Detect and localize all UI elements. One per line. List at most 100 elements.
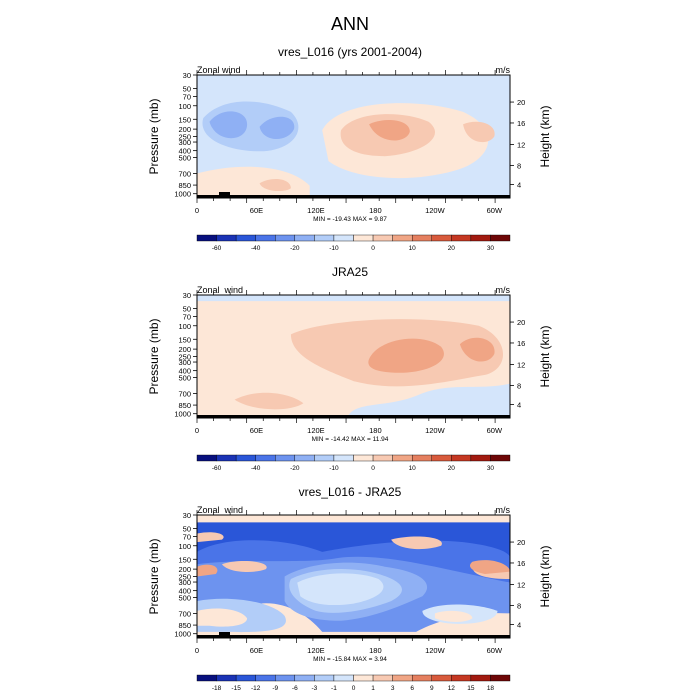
- height-tick-label: 20: [517, 538, 525, 547]
- colorbar-swatch: [314, 234, 335, 242]
- lon-tick-label: 60E: [250, 206, 263, 215]
- colorbar-swatch: [372, 234, 393, 242]
- min-max-stats: MIN = -19.43 MAX = 9.87: [313, 216, 387, 223]
- variable-label: Zonal_wind: [197, 505, 243, 515]
- y-axis-right-label: Height (km): [538, 325, 552, 387]
- pressure-tick-label: 70: [183, 313, 191, 322]
- colorbar-label: 9: [430, 685, 434, 692]
- colorbar-swatch: [275, 234, 296, 242]
- colorbar-swatch: [196, 234, 217, 242]
- colorbar-label: -60: [212, 245, 222, 252]
- colorbar-label: 10: [409, 465, 417, 472]
- colorbar-swatch: [451, 454, 472, 462]
- pressure-tick-label: 850: [178, 621, 191, 630]
- lon-tick-label: 0: [195, 206, 199, 215]
- lon-tick-label: 120W: [425, 426, 446, 435]
- colorbar-label: 20: [448, 245, 456, 252]
- units-label: m/s: [496, 505, 511, 515]
- colorbar-label: -1: [331, 685, 337, 692]
- colorbar-label: -18: [212, 685, 222, 692]
- pressure-tick-label: 200: [178, 125, 191, 134]
- units-label: m/s: [496, 285, 511, 295]
- colorbar-swatch: [196, 454, 217, 462]
- pressure-tick-label: 250: [178, 133, 191, 142]
- pressure-tick-label: 150: [178, 115, 191, 124]
- pressure-tick-label: 150: [178, 555, 191, 564]
- terrain-block: [219, 192, 230, 198]
- pressure-tick-label: 700: [178, 609, 191, 618]
- min-max-stats: MIN = -15.84 MAX = 3.94: [313, 656, 387, 663]
- height-tick-label: 12: [517, 580, 525, 589]
- height-tick-label: 4: [517, 180, 521, 189]
- lon-tick-label: 60W: [487, 426, 503, 435]
- colorbar-label: -9: [272, 685, 278, 692]
- variable-label: Zonal_wind: [197, 285, 243, 295]
- colorbar-swatch: [392, 234, 413, 242]
- pressure-tick-label: 400: [178, 587, 191, 596]
- pressure-tick-label: 300: [178, 138, 191, 147]
- pressure-tick-label: 400: [178, 367, 191, 376]
- pressure-tick-label: 250: [178, 573, 191, 582]
- height-tick-label: 12: [517, 140, 525, 149]
- colorbar-swatch: [411, 454, 432, 462]
- contour-region: [197, 560, 510, 577]
- colorbar-swatch: [255, 234, 276, 242]
- colorbar-swatch: [333, 234, 354, 242]
- y-axis-left-label: Pressure (mb): [147, 98, 161, 174]
- height-tick-label: 20: [517, 98, 525, 107]
- colorbar-label: 3: [391, 685, 395, 692]
- colorbar-label: -3: [311, 685, 317, 692]
- pressure-tick-label: 50: [183, 305, 191, 314]
- colorbar-label: -10: [329, 245, 339, 252]
- pressure-tick-label: 1000: [174, 630, 191, 639]
- colorbar-label: 10: [409, 245, 417, 252]
- colorbar-swatch: [333, 674, 354, 682]
- height-tick-label: 12: [517, 360, 525, 369]
- colorbar: -60 -40 -20 -10 0 10 20 30: [196, 454, 511, 472]
- colorbar-label: 30: [487, 465, 495, 472]
- colorbar-swatch: [490, 234, 511, 242]
- height-tick-label: 16: [517, 559, 525, 568]
- lon-tick-label: 60W: [487, 646, 503, 655]
- colorbar-swatch: [411, 234, 432, 242]
- pressure-tick-label: 1000: [174, 190, 191, 199]
- colorbar-swatch: [294, 454, 315, 462]
- colorbar-swatch: [470, 674, 491, 682]
- colorbar-swatch: [392, 454, 413, 462]
- colorbar-label: -15: [231, 685, 241, 692]
- surface-bar: [197, 195, 510, 198]
- y-axis-right-label: Height (km): [538, 545, 552, 607]
- lon-tick-label: 180: [369, 206, 382, 215]
- pressure-tick-label: 70: [183, 93, 191, 102]
- contour-field: [197, 295, 510, 418]
- colorbar-swatch: [196, 674, 217, 682]
- lon-tick-label: 60E: [250, 646, 263, 655]
- colorbar-label: 30: [487, 245, 495, 252]
- pressure-tick-label: 100: [178, 542, 191, 551]
- pressure-tick-label: 300: [178, 578, 191, 587]
- pressure-tick-label: 70: [183, 533, 191, 542]
- colorbar-swatch: [235, 674, 256, 682]
- pressure-tick-label: 700: [178, 169, 191, 178]
- pressure-tick-label: 300: [178, 358, 191, 367]
- colorbar: -60 -40 -20 -10 0 10 20 30: [196, 234, 511, 252]
- panel-title: JRA25: [332, 265, 368, 279]
- pressure-tick-label: 500: [178, 153, 191, 162]
- colorbar-swatch: [470, 454, 491, 462]
- y-axis-right-label: Height (km): [538, 105, 552, 167]
- colorbar-label: -40: [251, 465, 261, 472]
- colorbar-swatch: [255, 674, 276, 682]
- colorbar-swatch: [235, 454, 256, 462]
- colorbar-label: 12: [448, 685, 456, 692]
- y-axis-left-label: Pressure (mb): [147, 318, 161, 394]
- units-label: m/s: [496, 65, 511, 75]
- colorbar-swatch: [353, 454, 374, 462]
- colorbar-swatch: [333, 454, 354, 462]
- surface-bar: [197, 415, 510, 418]
- colorbar-label: 20: [448, 465, 456, 472]
- colorbar-swatch: [275, 454, 296, 462]
- colorbar-label: 0: [371, 245, 375, 252]
- colorbar-swatch: [314, 454, 335, 462]
